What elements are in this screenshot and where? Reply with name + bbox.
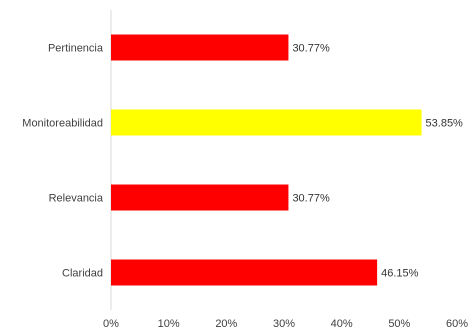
x-tick-label: 10% [158, 318, 180, 330]
bar-pertinencia [111, 34, 289, 61]
bar-monitoreabilidad [111, 109, 422, 136]
data-label: 46.15% [381, 268, 419, 280]
data-label: 30.77% [292, 43, 330, 55]
x-tick-label: 30% [273, 318, 295, 330]
category-label: Pertinencia [48, 43, 104, 55]
x-tick-label: 40% [331, 318, 353, 330]
bar-claridad [111, 259, 378, 286]
category-label: Relevancia [49, 193, 104, 205]
x-tick-label: 20% [215, 318, 237, 330]
category-label: Monitoreabilidad [22, 118, 103, 130]
data-label: 30.77% [292, 193, 330, 205]
x-tick-label: 60% [446, 318, 468, 330]
bar-relevancia [111, 184, 289, 211]
x-tick-label: 0% [103, 318, 119, 330]
x-tick-label: 50% [388, 318, 410, 330]
category-label: Claridad [62, 268, 103, 280]
data-label: 53.85% [426, 118, 464, 130]
